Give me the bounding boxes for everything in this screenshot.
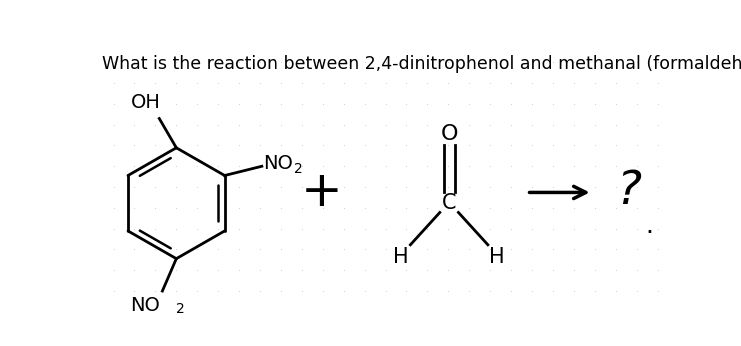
Text: O: O bbox=[440, 124, 458, 144]
Text: .: . bbox=[645, 214, 653, 238]
Text: 2: 2 bbox=[176, 302, 185, 316]
Text: NO: NO bbox=[130, 295, 160, 315]
Text: 2: 2 bbox=[294, 162, 303, 176]
Text: H: H bbox=[489, 247, 505, 267]
Text: OH: OH bbox=[130, 93, 160, 112]
Text: H: H bbox=[393, 247, 409, 267]
Text: NO: NO bbox=[263, 154, 293, 173]
Text: ?: ? bbox=[617, 169, 642, 214]
Text: +: + bbox=[300, 168, 342, 216]
Text: What is the reaction between 2,4-dinitrophenol and methanal (formaldehyde)?: What is the reaction between 2,4-dinitro… bbox=[102, 55, 741, 73]
Text: C: C bbox=[442, 193, 456, 213]
